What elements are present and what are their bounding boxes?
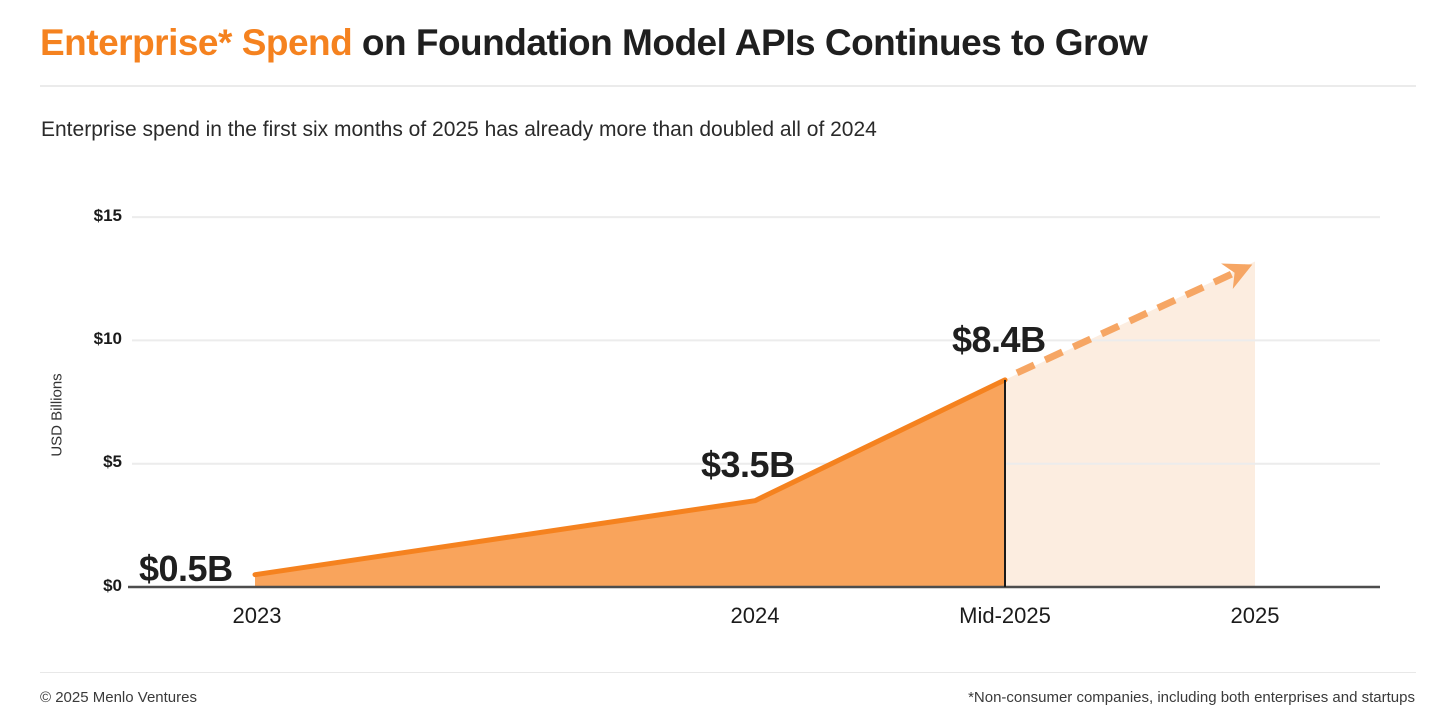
y-tick-10: $10 bbox=[93, 329, 122, 348]
x-tick-2023: 2023 bbox=[232, 603, 282, 628]
chart-canvas bbox=[128, 216, 1380, 589]
chart-subtitle: Enterprise spend in the first six months… bbox=[41, 118, 877, 141]
data-label-2024: $3.5B bbox=[701, 444, 795, 485]
projection-dashed-line bbox=[1015, 263, 1253, 377]
footnote-text: *Non-consumer companies, including both … bbox=[968, 689, 1415, 706]
x-tick-2025: 2025 bbox=[1230, 603, 1280, 628]
data-label-mid-2025: $8.4B bbox=[952, 319, 1046, 360]
page-title-accent: Enterprise* Spend bbox=[40, 22, 353, 63]
actual-spend-area bbox=[255, 379, 1005, 587]
y-tick-0: $0 bbox=[103, 576, 122, 595]
actual-spend-line bbox=[252, 377, 1008, 578]
x-tick-mid-2025: Mid-2025 bbox=[959, 603, 1051, 628]
projection-area bbox=[1005, 261, 1255, 587]
x-tick-2024: 2024 bbox=[730, 603, 780, 628]
page-title-rest: on Foundation Model APIs Continues to Gr… bbox=[361, 22, 1148, 63]
y-axis-title: USD Billions bbox=[48, 373, 66, 457]
copyright-text: © 2025 Menlo Ventures bbox=[40, 689, 197, 706]
title-divider bbox=[40, 85, 1416, 87]
y-tick-15: $15 bbox=[93, 206, 122, 225]
page-title: Enterprise* Spend on Foundation Model API… bbox=[40, 22, 1148, 64]
data-label-2023: $0.5B bbox=[139, 548, 233, 589]
footer-divider bbox=[40, 672, 1416, 673]
y-tick-5: $5 bbox=[103, 452, 122, 471]
